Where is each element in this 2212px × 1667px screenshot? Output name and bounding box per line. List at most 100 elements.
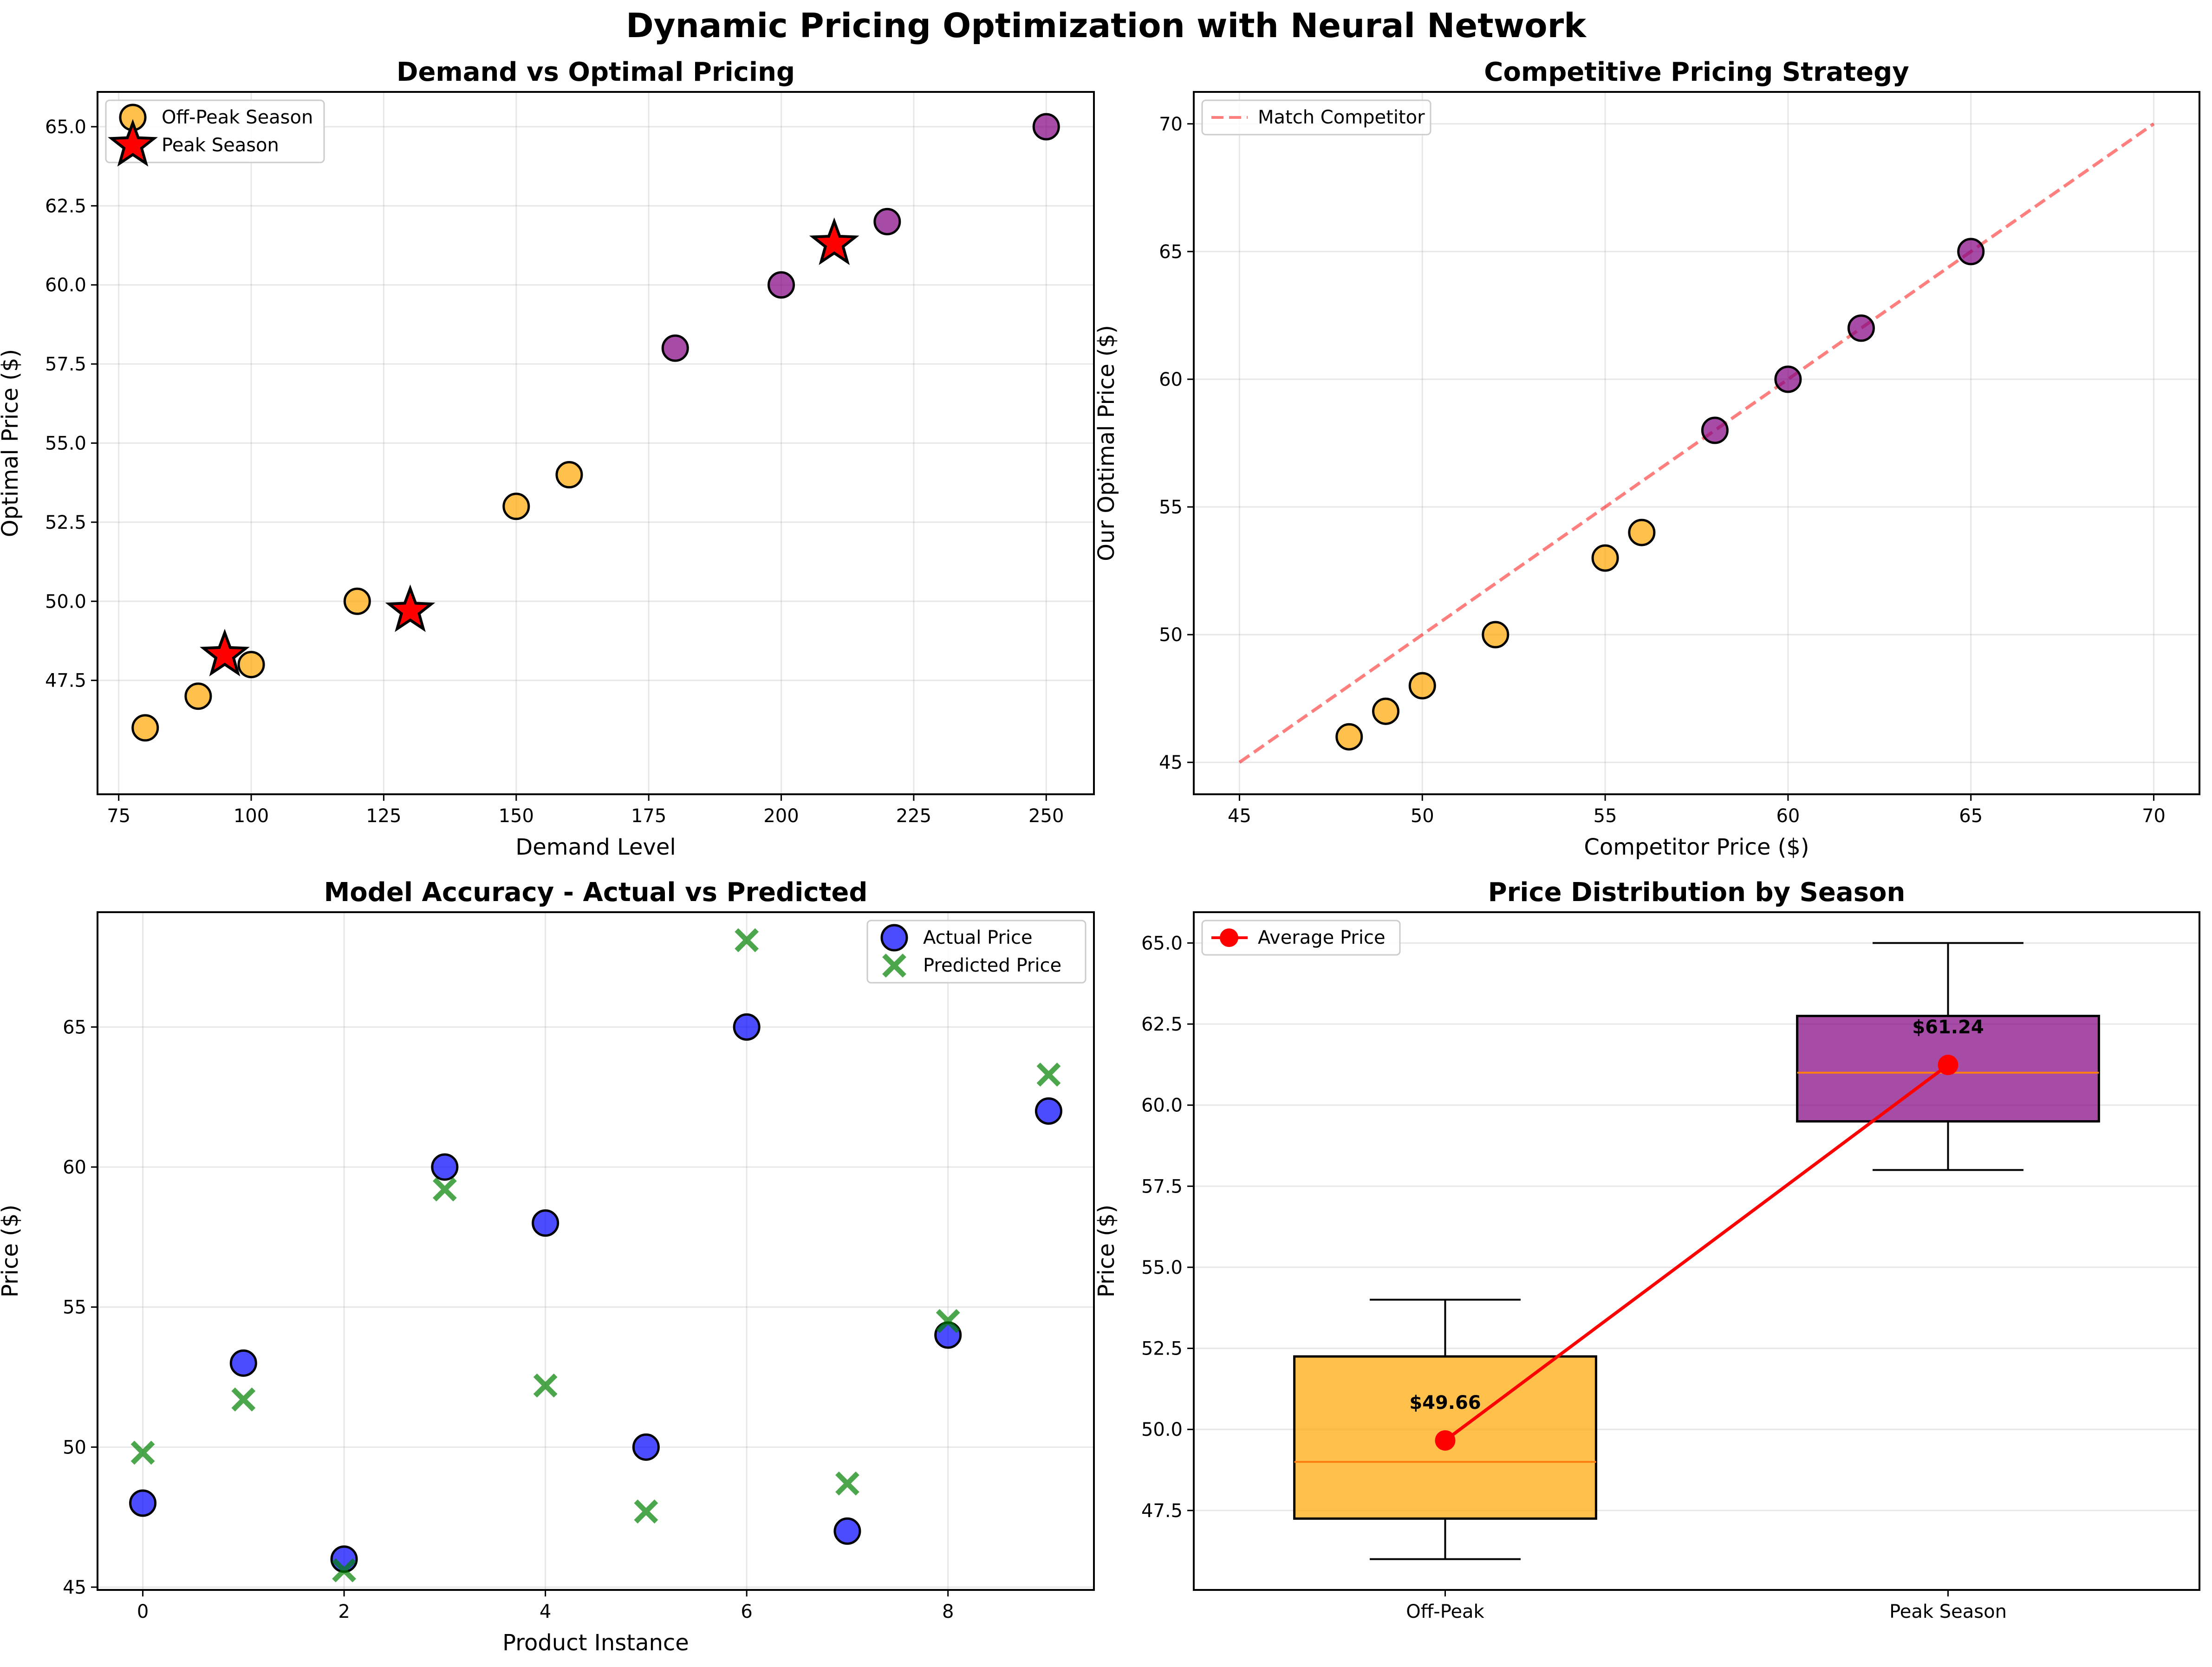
y-axis-label: Price ($) [0,1205,23,1297]
data-point [130,1440,155,1465]
y-tick-label: 65.0 [1141,933,1183,954]
data-point [809,217,859,266]
data-point [1591,544,1619,572]
legend-label: Peak Season [162,135,279,156]
y-tick-label: 55.0 [1141,1257,1183,1278]
data-point [1774,365,1802,393]
y-tick-label: 65 [63,1017,86,1038]
data-point [200,629,250,677]
panel-title: Price Distribution by Season [1488,877,1906,908]
axes-frame [1193,91,2200,795]
y-tick-label: 60.0 [1141,1095,1183,1116]
x-tick-label: 50 [1411,805,1434,827]
y-tick-label: 45 [1159,752,1183,773]
x-tick-label: 45 [1228,805,1251,827]
y-tick-label: 52.5 [45,512,86,533]
data-point [768,271,795,299]
data-point [431,1153,459,1181]
y-tick-label: 57.5 [1141,1176,1183,1197]
data-point [735,928,759,953]
y-tick-label: 47.5 [45,670,86,692]
panel-model-accuracy: Model Accuracy - Actual vs Predicted Prod… [0,877,1095,1656]
y-tick-label: 52.5 [1141,1338,1183,1360]
x-tick-label: 8 [942,1601,954,1622]
data-point [835,1471,859,1496]
y-tick-label: 62.5 [1141,1014,1183,1035]
data-point [1034,1097,1062,1125]
average-line [1444,1064,1949,1442]
series [200,217,859,677]
legend-frame [105,99,325,163]
axes-frame [97,911,1095,1591]
legend-label: Actual Price [923,927,1033,948]
average-point [1435,1430,1456,1451]
data-point [184,682,212,710]
y-tick-label: 50 [63,1437,86,1458]
x-tick-label: 55 [1594,805,1617,827]
axes-frame [1193,911,2200,1591]
y-tick-label: 50.0 [1141,1419,1183,1440]
data-point [1628,519,1656,546]
data-point [1847,314,1875,342]
data-point [502,493,530,520]
data-point [1701,416,1729,444]
average-annotation: $49.66 [1409,1392,1481,1414]
y-axis-label: Optimal Price ($) [0,349,23,538]
x-tick-label: 6 [741,1601,752,1622]
legend-frame [866,920,1086,984]
panel-price-distribution: Price Distribution by Season Price ($) 47.… [1093,877,2200,1622]
data-point [385,584,436,632]
panel-title: Competitive Pricing Strategy [1484,57,1909,87]
y-tick-label: 65.0 [45,117,86,138]
x-tick-label: 2 [338,1601,350,1622]
y-tick-label: 65 [1159,241,1183,263]
y-tick-label: 62.5 [45,195,86,217]
y-tick-label: 60 [1159,369,1183,390]
panel-demand-vs-price: Demand vs Optimal Pricing Demand Level Opt… [0,57,1095,860]
data-point [131,714,159,742]
data-point [1036,1063,1061,1087]
data-point [533,1373,558,1398]
data-point [1032,113,1060,141]
y-tick-label: 70 [1159,114,1183,135]
data-point [1482,621,1509,649]
x-tick-label: 0 [137,1601,149,1622]
data-point [343,587,371,615]
axes-frame [97,91,1095,795]
x-tick-label: 4 [540,1601,551,1622]
y-axis-label: Price ($) [1093,1205,1119,1297]
x-tick-label: Peak Season [1889,1601,2007,1622]
y-tick-label: 50.0 [45,591,86,612]
legend: Average Price [1201,920,1401,956]
data-point [129,1489,157,1517]
x-tick-label: 75 [107,805,130,827]
x-tick-label: Off-Peak [1406,1601,1484,1622]
series [1335,519,1656,751]
y-tick-label: 55 [1159,497,1183,518]
y-tick-label: 60.0 [45,275,86,296]
legend: Match Competitor [1201,99,1431,136]
x-tick-label: 150 [499,805,534,827]
legend: Off-Peak Season Peak Season [105,99,325,167]
series [129,1013,1062,1573]
figure-title: Dynamic Pricing Optimization with Neural… [626,6,1587,45]
data-point [532,1209,560,1237]
x-tick-label: 125 [366,805,401,827]
y-tick-label: 60 [63,1157,86,1178]
x-tick-label: 225 [896,805,931,827]
legend-frame [1201,920,1401,956]
legend-frame [1201,99,1431,136]
data-point [733,1013,761,1041]
data-point [936,1309,960,1333]
y-tick-label: 55 [63,1297,86,1318]
x-tick-label: 65 [1959,805,1983,827]
panel-competitive-pricing: Competitive Pricing Strategy Competitor P… [1093,57,2200,860]
x-axis-label: Demand Level [515,834,676,860]
data-point [632,1433,660,1461]
legend: Actual Price Predicted Price [866,920,1086,984]
legend-swatch [880,924,908,952]
x-axis-label: Competitor Price ($) [1584,834,1809,860]
series [131,461,583,742]
y-tick-label: 47.5 [1141,1500,1183,1522]
x-tick-label: 200 [763,805,799,827]
